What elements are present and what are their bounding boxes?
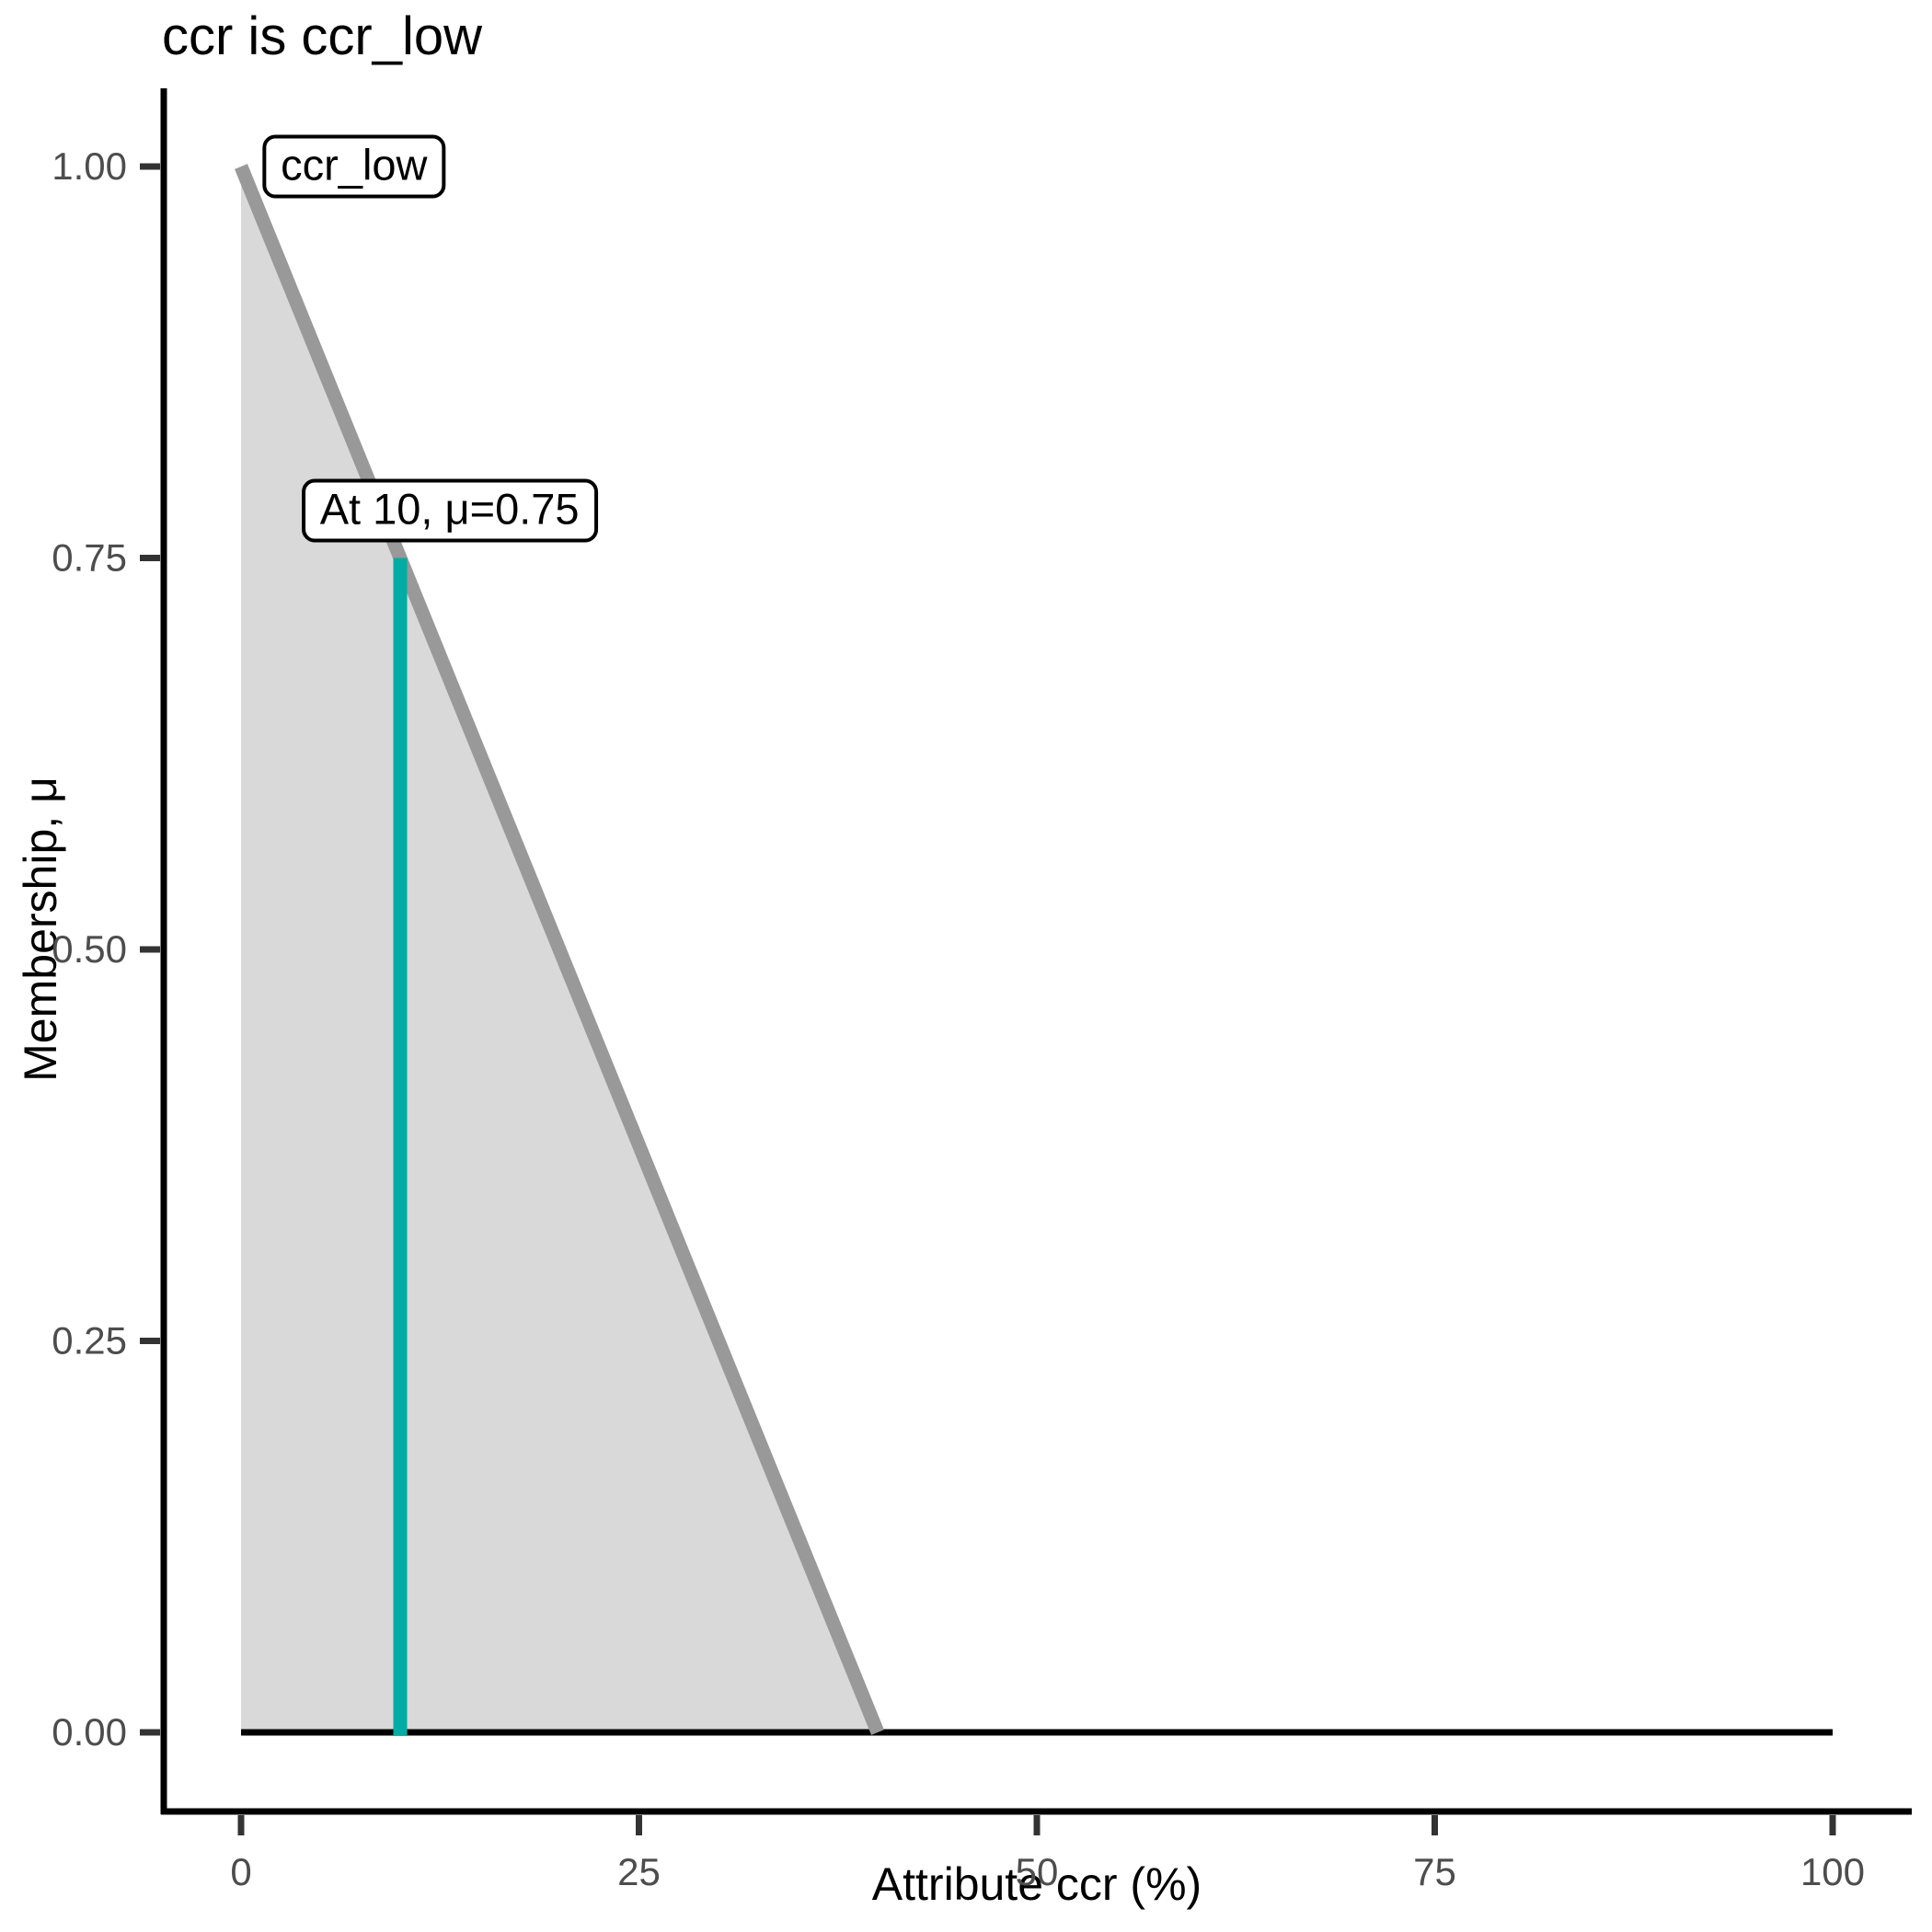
x-tick-label: 0	[230, 1850, 251, 1893]
indicator-value-label: At 10, μ=0.75	[301, 478, 598, 543]
x-tick-label: 50	[1016, 1850, 1059, 1893]
x-tick-label: 75	[1413, 1850, 1456, 1893]
mf-name-label: ccr_low	[262, 134, 446, 199]
x-tick-label: 25	[617, 1850, 661, 1893]
x-axis-title: Attribute ccr (%)	[871, 1858, 1202, 1910]
y-tick-label: 1.00	[52, 144, 127, 188]
x-tick-label: 100	[1800, 1850, 1865, 1893]
chart-title: ccr is ccr_low	[162, 6, 483, 66]
membership-line	[235, 164, 884, 1735]
y-tick-label: 0.25	[52, 1319, 127, 1363]
y-tick-label: 0.00	[52, 1710, 127, 1754]
y-tick-label: 0.50	[52, 927, 127, 971]
y-tick-label: 0.75	[52, 536, 127, 580]
